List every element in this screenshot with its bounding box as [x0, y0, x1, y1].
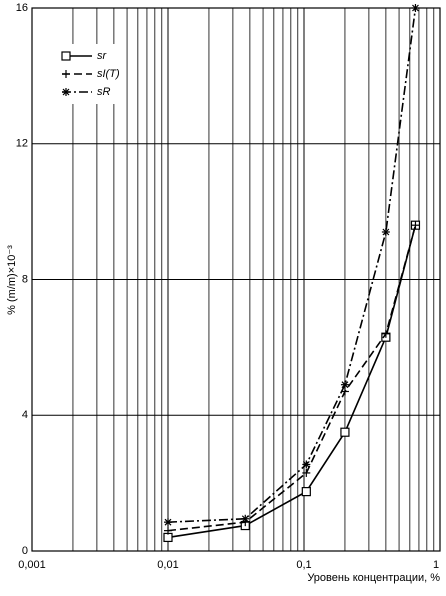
marker: [381, 227, 390, 236]
marker-square: [61, 51, 71, 61]
marker: [411, 4, 420, 12]
series-line: [167, 224, 417, 539]
x-axis-label: Уровень концентрации, %: [307, 572, 440, 584]
marker: [381, 329, 390, 338]
marker-square: [340, 427, 350, 437]
legend-label: sI(T): [97, 68, 120, 80]
marker-part: [241, 515, 249, 523]
x-tick-label: 0,1: [296, 559, 311, 571]
marker: [411, 221, 420, 230]
marker-part: [302, 461, 310, 468]
plot-frame: [31, 7, 441, 552]
legend-label: sr: [97, 50, 108, 62]
marker-part: [382, 228, 390, 236]
marker: [302, 460, 311, 469]
y-tick-label: 4: [22, 409, 28, 421]
y-tick-label: 16: [16, 2, 28, 14]
marker-part: [341, 381, 349, 389]
series-line: [167, 224, 417, 532]
legend-label: sR: [97, 86, 111, 98]
series-line: [167, 7, 417, 523]
marker: [164, 526, 172, 535]
y-tick-label: 8: [22, 273, 28, 285]
marker: [302, 468, 311, 477]
marker-part: [62, 88, 70, 96]
y-tick-label: 12: [16, 138, 28, 150]
y-tick-label: 0: [22, 545, 28, 557]
y-axis-label: % (m/m)×10⁻³: [6, 245, 18, 315]
marker: [61, 51, 71, 61]
marker: [62, 88, 70, 96]
x-tick-label: 0,001: [18, 559, 46, 571]
marker: [340, 427, 350, 437]
marker: [62, 70, 70, 78]
marker: [340, 380, 349, 389]
marker: [301, 487, 311, 497]
marker-part: [412, 4, 419, 12]
marker-square: [301, 487, 311, 497]
marker-part: [164, 518, 172, 526]
x-tick-label: 0,01: [157, 559, 178, 571]
marker: [241, 514, 250, 523]
marker: [164, 518, 172, 527]
x-tick-label: 1: [433, 559, 439, 571]
